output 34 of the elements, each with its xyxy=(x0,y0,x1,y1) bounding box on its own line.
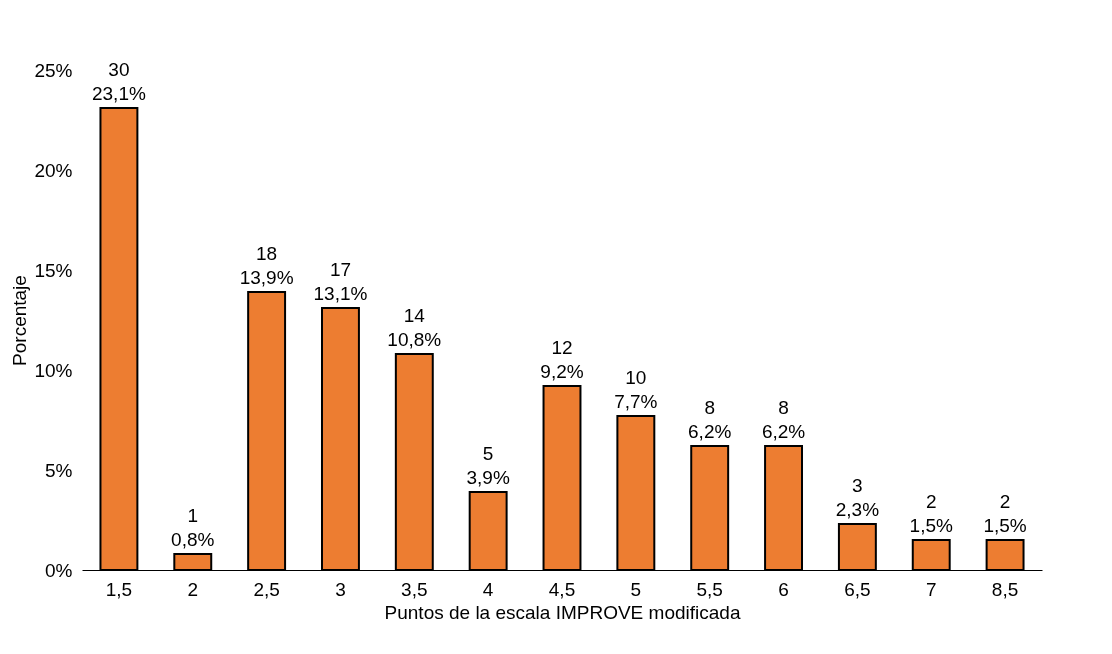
data-label: 5 3,9% xyxy=(466,443,510,488)
y-tick-label: 20% xyxy=(34,159,73,181)
x-tick-label: 5,5 xyxy=(696,578,723,600)
data-label: 8 6,2% xyxy=(688,397,732,442)
x-tick-label: 6 xyxy=(778,578,789,600)
y-tick-label: 15% xyxy=(34,259,73,281)
x-tick-label: 4,5 xyxy=(548,578,576,600)
data-label: 10 7,7% xyxy=(614,367,658,412)
y-axis-title: Porcentaje xyxy=(9,275,31,366)
data-label: 30 23,1% xyxy=(91,59,146,104)
x-axis-title: Puntos de la escala IMPROVE modificada xyxy=(384,601,741,623)
x-tick-label: 1,5 xyxy=(105,578,133,600)
data-label: 12 9,2% xyxy=(540,337,584,382)
y-tick-label: 0% xyxy=(45,559,73,581)
data-label: 18 13,9% xyxy=(239,243,294,288)
x-tick-label: 3 xyxy=(335,578,346,600)
data-label: 2 1,5% xyxy=(909,491,953,536)
x-tick-label: 4 xyxy=(482,578,494,600)
x-tick-label: 2 xyxy=(187,578,199,600)
data-label: 1 0,8% xyxy=(171,505,215,550)
y-tick-label: 25% xyxy=(34,59,73,81)
y-tick-label: 5% xyxy=(45,459,73,481)
x-tick-label: 3,5 xyxy=(401,578,428,600)
data-label: 3 2,3% xyxy=(835,475,880,520)
x-tick-label: 2,5 xyxy=(253,578,280,600)
x-tick-label: 6,5 xyxy=(844,578,871,600)
x-tick-label: 8,5 xyxy=(991,578,1019,600)
data-label: 14 10,8% xyxy=(387,305,442,350)
data-label: 17 13,1% xyxy=(313,259,368,304)
x-tick-label: 7 xyxy=(925,578,937,600)
y-tick-label: 10% xyxy=(34,359,73,381)
data-label: 2 1,5% xyxy=(983,491,1027,536)
data-label: 8 6,2% xyxy=(761,397,806,442)
x-tick-label: 5 xyxy=(630,578,642,600)
